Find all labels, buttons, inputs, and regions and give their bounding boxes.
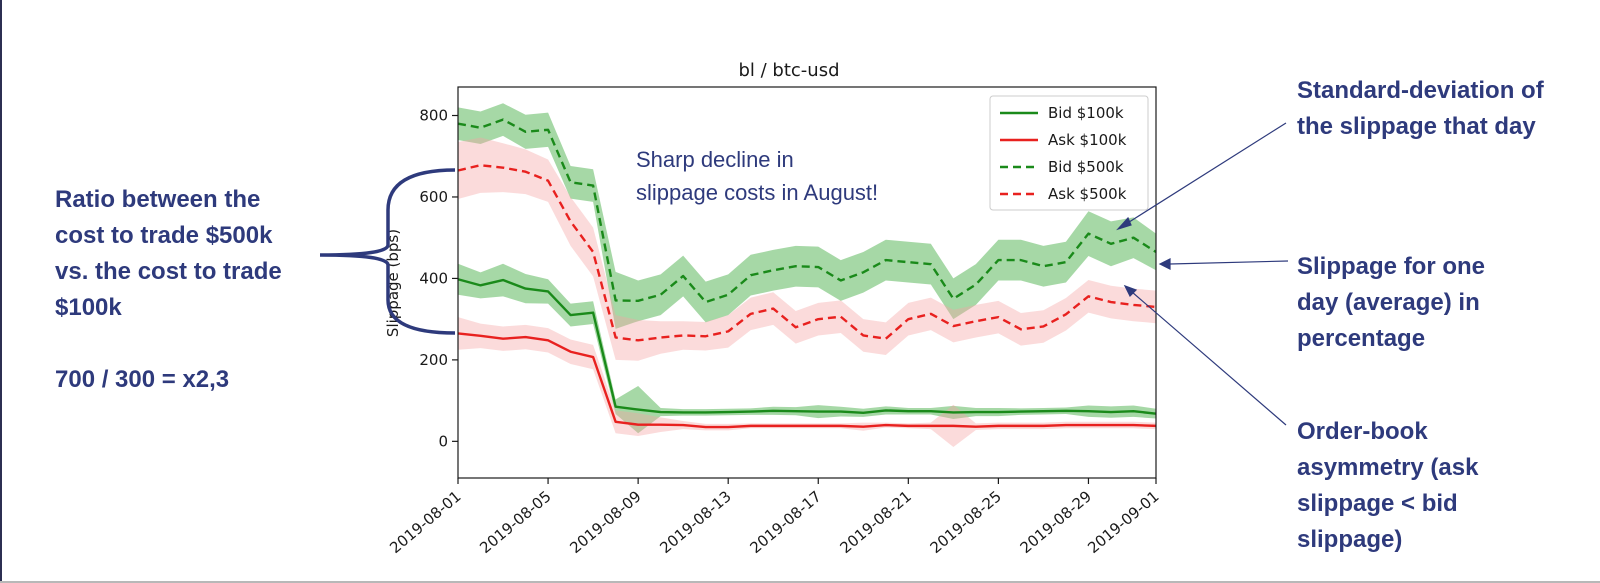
series-line-ask-100k <box>457 332 1157 429</box>
x-tick-label: 2019-09-01 <box>1084 487 1162 557</box>
orderbook-line-2: asymmetry (ask <box>1297 454 1479 481</box>
slippage-arrowhead <box>1158 258 1171 270</box>
ratio-formula: 700 / 300 = x2,3 <box>55 366 230 393</box>
chart-annotation-line1: Sharp decline in <box>636 147 794 172</box>
plot-frame <box>457 86 1157 479</box>
ratio-line-3: vs. the cost to trade <box>55 258 282 285</box>
y-axis-ticks: 0 200 400 600 800 <box>419 107 458 450</box>
bottom-frame-border <box>0 581 1600 583</box>
legend-label-ask-100k: Ask $100k <box>1048 131 1127 149</box>
series-line-bid-500k <box>457 118 1157 304</box>
y-tick-label: 400 <box>419 269 448 287</box>
std-bands <box>458 103 1156 448</box>
x-tick-label: 2019-08-29 <box>1017 487 1095 557</box>
legend-label-ask-500k: Ask $500k <box>1048 185 1127 203</box>
slippage-line-2: day (average) in <box>1297 289 1480 316</box>
y-tick-label: 0 <box>438 432 448 450</box>
slippage-line-3: percentage <box>1297 325 1426 352</box>
slippage-arrow <box>1169 260 1289 265</box>
stddev-arrow <box>1125 122 1287 225</box>
slippage-annotation: Slippage for one day (average) in percen… <box>1297 249 1485 357</box>
y-tick-label: 200 <box>419 351 448 369</box>
x-tick-label: 2019-08-01 <box>386 487 464 557</box>
orderbook-annotation: Order-book asymmetry (ask slippage < bid… <box>1297 414 1478 558</box>
ratio-line-2: cost to trade $500k <box>55 222 273 249</box>
y-tick-label: 600 <box>419 188 448 206</box>
std-band-ask-500k <box>458 137 1156 361</box>
y-tick-label: 800 <box>419 107 448 125</box>
ratio-line-4: $100k <box>55 294 122 321</box>
series-lines <box>457 118 1157 429</box>
legend-box <box>989 95 1149 211</box>
x-tick-label: 2019-08-09 <box>566 487 644 557</box>
std-band-bid-500k <box>458 103 1156 329</box>
orderbook-line-1: Order-book <box>1297 418 1428 445</box>
orderbook-line-4: slippage) <box>1297 526 1403 553</box>
stddev-arrowhead <box>1116 216 1132 231</box>
ratio-brace <box>319 168 456 335</box>
chart-annotation-line2: slippage costs in August! <box>636 180 878 205</box>
std-band-ask-100k <box>458 317 1156 448</box>
x-tick-label: 2019-08-17 <box>746 487 824 557</box>
ratio-spacer <box>55 326 282 362</box>
std-band-bid-100k <box>458 263 1156 434</box>
stddev-line-2: the slippage that day <box>1297 113 1536 140</box>
orderbook-arrow <box>1131 291 1287 426</box>
slippage-line-1: Slippage for one <box>1297 253 1486 280</box>
left-frame-border <box>0 0 2 583</box>
x-tick-label: 2019-08-21 <box>837 487 915 557</box>
x-axis-ticks: 2019-08-01 2019-08-05 2019-08-09 2019-08-13… <box>386 478 1163 557</box>
stddev-annotation: Standard-deviation of the slippage that … <box>1297 73 1544 145</box>
series-line-bid-100k <box>457 278 1157 415</box>
series-line-ask-500k <box>457 163 1157 342</box>
stddev-line-1: Standard-deviation of <box>1297 77 1544 104</box>
ratio-annotation: Ratio between the cost to trade $500k vs… <box>55 182 282 398</box>
chart-title: bl / btc-usd <box>738 60 839 81</box>
orderbook-arrowhead <box>1123 284 1138 298</box>
legend: Bid $100k Ask $100k Bid $500k Ask $500k <box>989 95 1149 211</box>
legend-label-bid-100k: Bid $100k <box>1048 104 1124 122</box>
x-tick-label: 2019-08-05 <box>476 487 554 557</box>
ratio-line-1: Ratio between the <box>55 186 261 213</box>
x-tick-label: 2019-08-13 <box>656 487 734 557</box>
annotation-arrows <box>1116 122 1289 426</box>
orderbook-line-3: slippage < bid <box>1297 490 1458 517</box>
x-tick-label: 2019-08-25 <box>927 487 1005 557</box>
legend-label-bid-500k: Bid $500k <box>1048 158 1124 176</box>
